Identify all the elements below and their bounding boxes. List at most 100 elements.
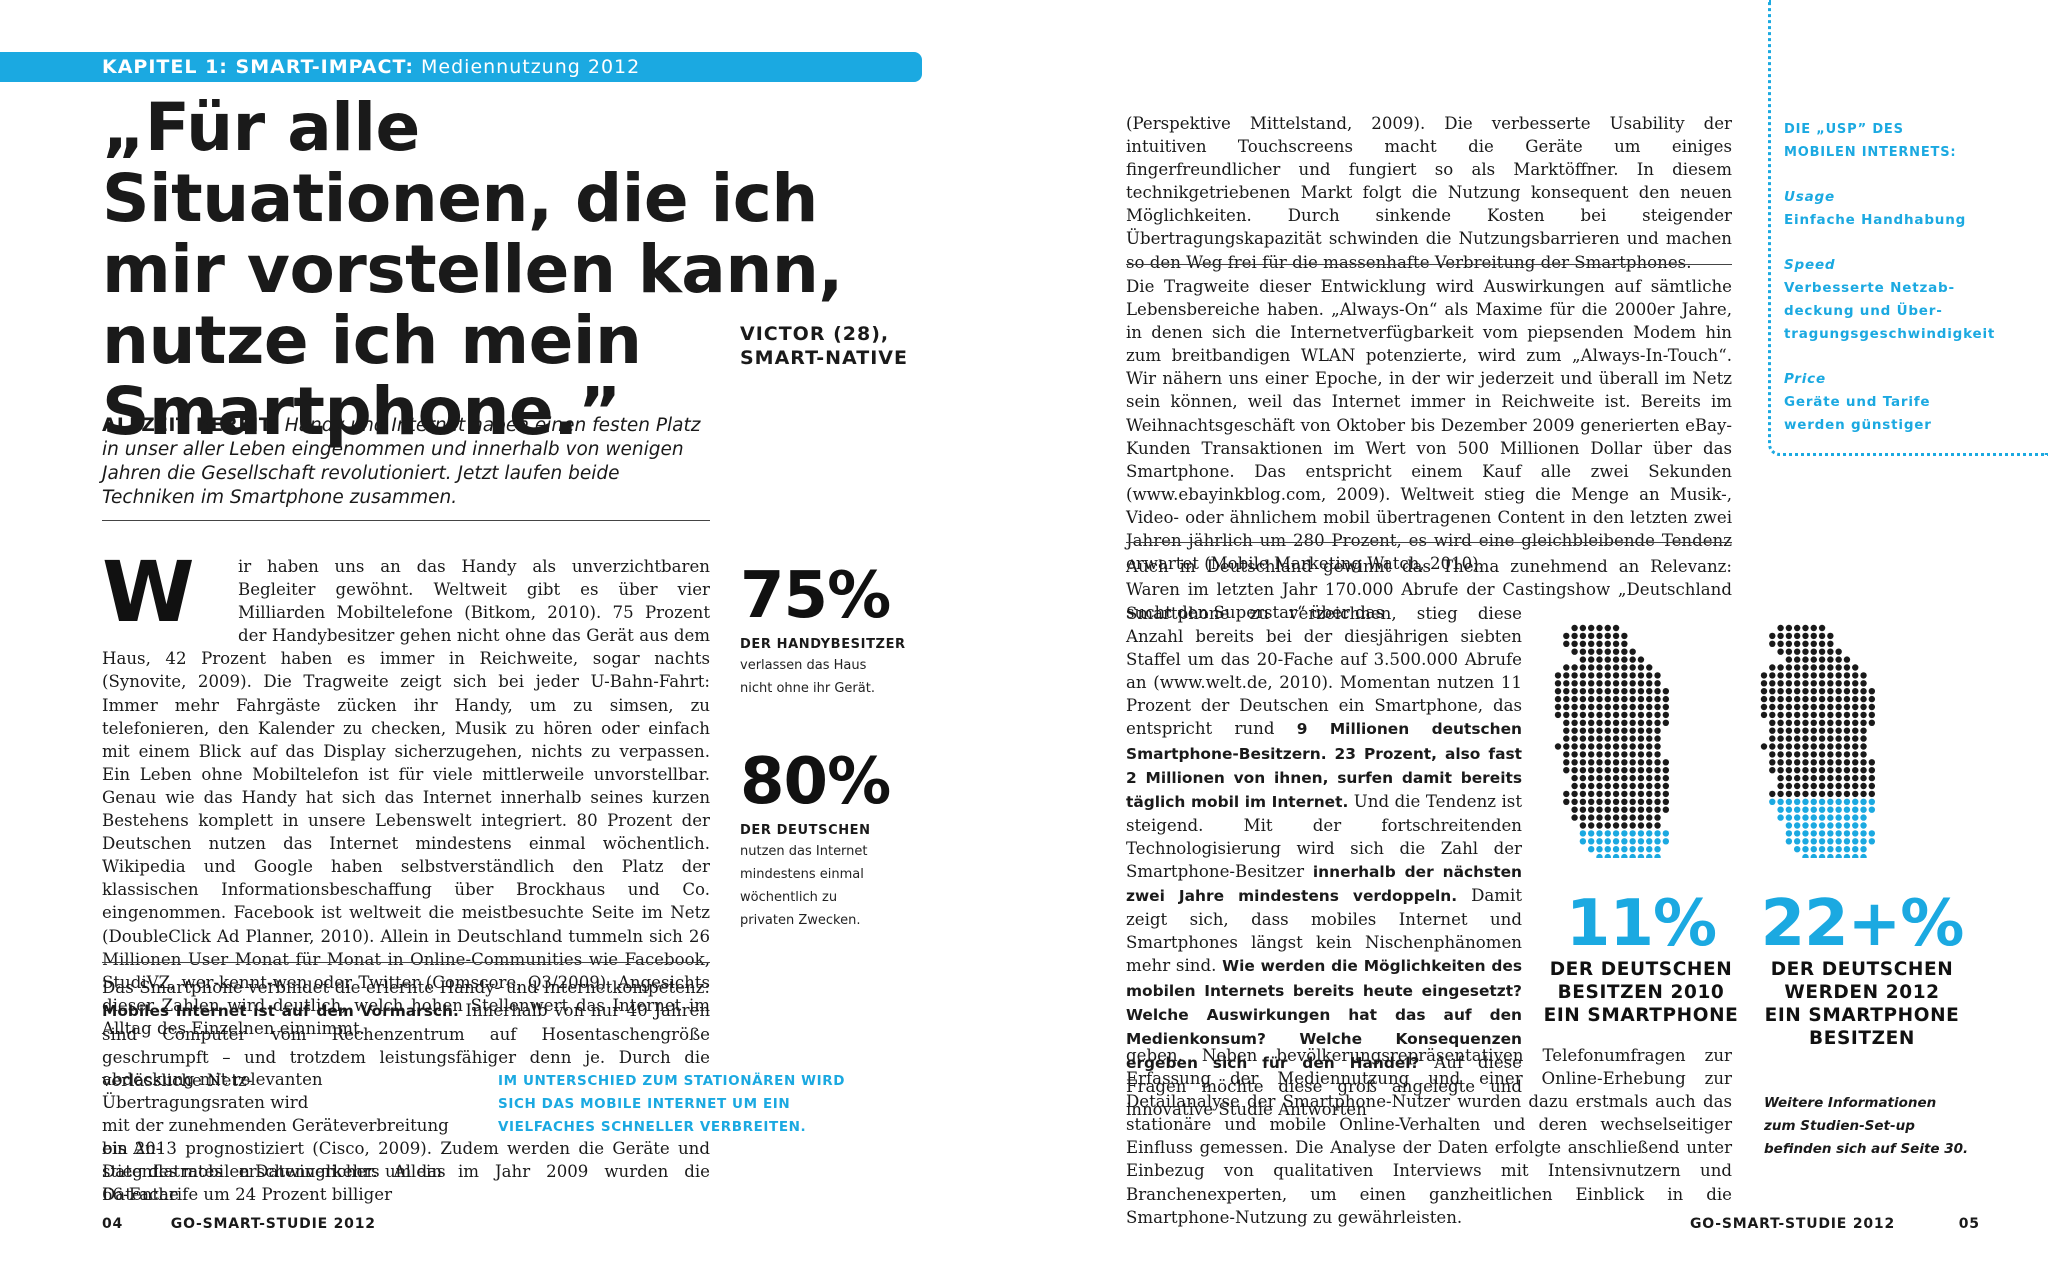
map-dot	[1835, 759, 1842, 766]
map-dot	[1843, 830, 1851, 837]
map-dot	[1793, 688, 1801, 695]
map-dot	[1777, 735, 1784, 742]
map-dot	[1579, 814, 1587, 821]
map-dot	[1587, 680, 1595, 687]
map-dot	[1835, 853, 1842, 858]
map-dot	[1654, 727, 1661, 734]
map-dot	[1835, 719, 1842, 726]
map-dot	[1571, 751, 1578, 758]
map-dot	[1629, 790, 1636, 798]
map-dot	[1810, 735, 1817, 742]
map-dot	[1843, 774, 1851, 782]
map-dot	[1777, 703, 1784, 711]
map-dot	[1571, 648, 1578, 655]
map-dot	[1852, 853, 1859, 858]
map-dot	[1637, 727, 1645, 734]
map-dot	[1785, 632, 1793, 640]
left-body-p2: Das Smartphone verbindet die erlernte Ha…	[102, 976, 710, 1092]
left-body-end: bis 2013 prognostiziert (Cisco, 2009). Z…	[102, 1139, 710, 1205]
map-dot	[1810, 719, 1817, 726]
map-dot	[1637, 743, 1645, 750]
map-dot	[1777, 624, 1784, 632]
map-dot	[1662, 711, 1670, 719]
map-dot	[1587, 711, 1595, 719]
map-dot	[1596, 735, 1603, 742]
map-dot	[1835, 656, 1842, 663]
map-dot	[1621, 798, 1628, 805]
map-dot	[1571, 735, 1578, 742]
map-dot	[1571, 664, 1578, 671]
map-dot	[1818, 806, 1826, 813]
map-dot	[1646, 774, 1653, 782]
map-dot	[1835, 735, 1842, 742]
map-stat-caption: EIN SMARTPHONE	[1543, 1005, 1739, 1026]
map-dot	[1637, 822, 1645, 829]
sidebar-item-heading: Usage	[1784, 189, 1835, 205]
map-dot	[1827, 767, 1834, 774]
map-dot	[1579, 759, 1587, 766]
map-dot	[1596, 680, 1603, 687]
map-dot	[1785, 814, 1793, 821]
map-dot	[1604, 695, 1611, 703]
map-dot	[1637, 680, 1645, 687]
map-dot	[1662, 703, 1670, 711]
map-dot	[1646, 782, 1653, 790]
map-dot	[1860, 798, 1867, 805]
map-dot	[1777, 719, 1784, 726]
map-dot	[1596, 703, 1603, 711]
map-dot	[1777, 782, 1784, 790]
map-dot	[1785, 648, 1793, 655]
map-dot	[1777, 814, 1784, 821]
map-dot	[1563, 680, 1570, 687]
map-dot	[1827, 790, 1834, 798]
map-dot	[1827, 798, 1834, 805]
map-dot	[1810, 648, 1817, 655]
map-dot	[1777, 759, 1784, 766]
map-dot	[1571, 774, 1578, 782]
map-dot	[1654, 822, 1661, 829]
map-dot	[1793, 656, 1801, 663]
map-dot	[1563, 767, 1570, 774]
map-dot	[1769, 680, 1776, 687]
map-dot	[1621, 703, 1628, 711]
map-dot	[1818, 822, 1826, 829]
map-dot	[1860, 814, 1867, 821]
map-dot	[1621, 688, 1628, 695]
map-dot	[1760, 688, 1768, 695]
map-dot	[1785, 703, 1793, 711]
map-dot	[1818, 846, 1826, 853]
map-dot	[1793, 640, 1801, 647]
map-dot	[1827, 648, 1834, 655]
map-dot	[1835, 846, 1842, 853]
map-dot	[1596, 767, 1603, 774]
map-dot	[1852, 830, 1859, 837]
map-dot	[1621, 695, 1628, 703]
map-dot	[1637, 846, 1645, 853]
map-dot	[1637, 719, 1645, 726]
stat-text: privaten Zwecken.	[740, 913, 861, 928]
map-dot	[1621, 640, 1628, 647]
map-dot	[1646, 688, 1653, 695]
map-dot	[1571, 743, 1578, 750]
map-dot	[1596, 838, 1603, 845]
map-dot	[1785, 806, 1793, 813]
map-dot	[1810, 711, 1817, 719]
map-dot	[1852, 664, 1859, 671]
map-dot	[1827, 680, 1834, 687]
map-dot	[1843, 656, 1851, 663]
map-dot	[1777, 798, 1784, 805]
map-dot	[1802, 822, 1809, 829]
map-dot	[1629, 846, 1636, 853]
map-dot	[1843, 822, 1851, 829]
map-dot	[1852, 711, 1859, 719]
right-body-p3-full: Auch in Deutschland gewinnt das Thema zu…	[1126, 557, 1732, 623]
map-dot	[1827, 806, 1834, 813]
map-dot	[1612, 695, 1620, 703]
map-dot	[1654, 830, 1661, 837]
map-dot	[1637, 814, 1645, 821]
map-dot	[1835, 680, 1842, 687]
map-dot	[1654, 814, 1661, 821]
map-dot	[1793, 719, 1801, 726]
map-dot	[1852, 680, 1859, 687]
map-dot	[1868, 806, 1876, 813]
